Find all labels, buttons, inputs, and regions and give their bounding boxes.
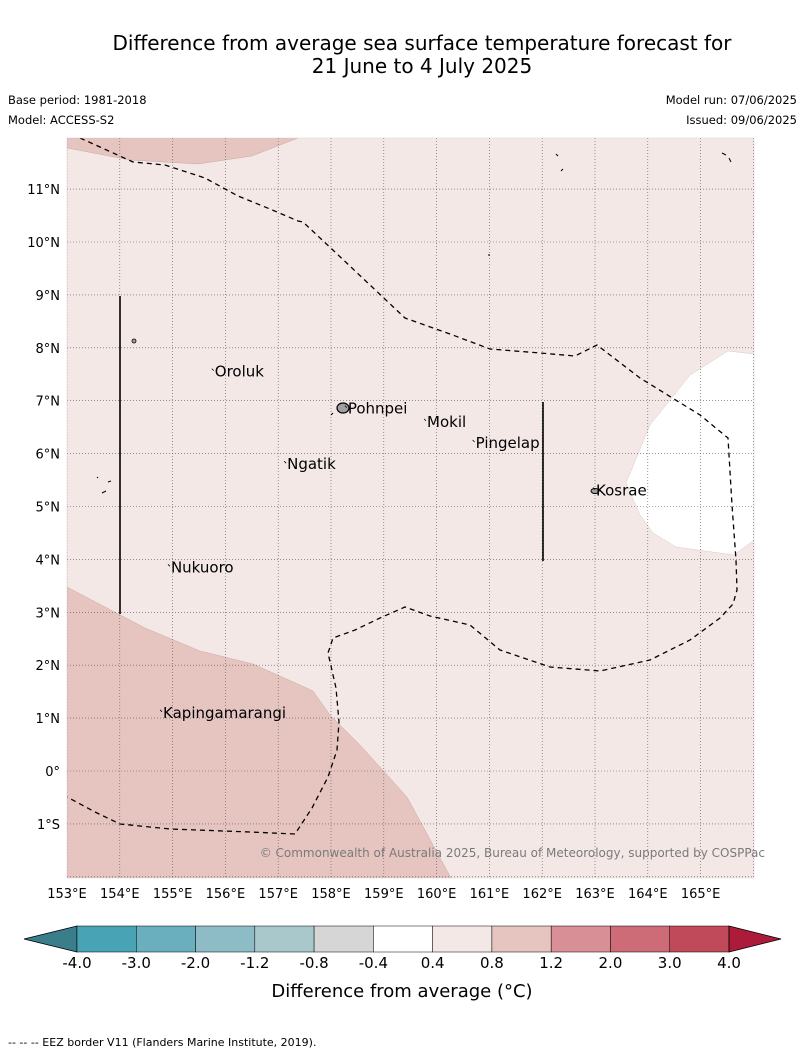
- longitude-labels: 153°E 154°E 155°E 156°E 157°E 158°E 159°E 160°E…: [47, 887, 720, 902]
- colorbar-tick-label: 3.0: [658, 954, 682, 972]
- latitude-label: 2°N: [36, 659, 61, 674]
- place-marker: [159, 709, 163, 713]
- latitude-label: 0°: [45, 765, 60, 780]
- place-label: Nukuoro: [171, 558, 234, 576]
- place-marker: [423, 418, 427, 422]
- colorbar-tick-label: 4.0: [717, 954, 741, 972]
- latitude-label: 5°N: [36, 501, 61, 516]
- colorbar-swatch: [669, 925, 730, 953]
- anomaly-field-neutral: [625, 350, 754, 556]
- latitude-label: 10°N: [27, 236, 60, 251]
- colorbar-swatch: [76, 925, 137, 953]
- longitude-label: 157°E: [258, 887, 298, 902]
- place-label: Oroluk: [215, 363, 264, 381]
- colorbar-swatch: [313, 925, 374, 953]
- colorbar-swatch: [550, 925, 611, 953]
- place-marker: [167, 564, 171, 567]
- place-label: Kapingamarangi: [163, 704, 286, 722]
- colorbar-tick-label: 0.8: [480, 954, 504, 972]
- colorbar-tick-label: -1.2: [240, 954, 269, 972]
- colorbar-swatch: [195, 925, 256, 953]
- longitude-label: 158°E: [311, 887, 351, 902]
- colorbar-swatch: [254, 925, 315, 953]
- place-marker: [472, 439, 475, 443]
- latitude-label: 7°N: [36, 395, 61, 410]
- colorbar-swatch: [432, 925, 493, 953]
- pohnpei-island: [336, 402, 350, 414]
- anomaly-field-0.8-1.2-south: [67, 586, 452, 878]
- anomaly-field-0.8-1.2-north: [67, 138, 299, 165]
- place-marker: [211, 368, 215, 371]
- title-line-1: Difference from average sea surface temp…: [112, 31, 732, 55]
- map-frame: [66, 137, 755, 879]
- colorbar-tick-label: 1.2: [539, 954, 563, 972]
- colorbar: [23, 925, 782, 953]
- chart-title: Difference from average sea surface temp…: [20, 32, 804, 78]
- longitude-label: 159°E: [364, 887, 404, 902]
- colorbar-overflow-arrow: [728, 925, 782, 953]
- title-line-2: 21 June to 4 July 2025: [311, 54, 533, 78]
- longitude-label: 154°E: [100, 887, 140, 902]
- latitude-label: 4°N: [36, 553, 61, 568]
- latitude-label: 3°N: [36, 606, 61, 621]
- longitude-label: 161°E: [470, 887, 510, 902]
- longitude-label: 162°E: [522, 887, 562, 902]
- place-label: Mokil: [427, 413, 466, 431]
- longitude-label: 153°E: [47, 887, 87, 902]
- latitude-label: 1°S: [37, 818, 60, 833]
- graticule: [67, 138, 754, 878]
- colorbar-tick-label: -3.0: [122, 954, 151, 972]
- longitude-label: 163°E: [575, 887, 615, 902]
- colorbar-swatch: [136, 925, 196, 953]
- place-label: Kosrae: [596, 482, 647, 500]
- colorbar-tick-label: -0.4: [359, 954, 388, 972]
- colorbar-underflow-arrow: [23, 925, 78, 953]
- latitude-label: 1°N: [36, 712, 61, 727]
- base-period: Base period: 1981-2018: [8, 93, 147, 107]
- latitude-labels: 11°N 10°N 9°N 8°N 7°N 6°N 5°N 4°N 3°N 2°N 1°N 0° 1°S: [27, 183, 60, 833]
- model-run: Model run: 07/06/2025: [665, 93, 797, 107]
- latitude-label: 6°N: [36, 448, 61, 463]
- colorbar-swatch: [491, 925, 552, 953]
- issued-date: Issued: 09/06/2025: [686, 113, 797, 127]
- longitude-label: 156°E: [206, 887, 246, 902]
- latitude-label: 11°N: [27, 183, 60, 198]
- colorbar-label: Difference from average (°C): [271, 981, 532, 1002]
- colorbar-tick-label: -4.0: [62, 954, 91, 972]
- eez-border: [67, 138, 738, 835]
- colorbar-tick-label: -2.0: [181, 954, 210, 972]
- place-label: Ngatik: [287, 455, 336, 473]
- longitude-label: 164°E: [628, 887, 668, 902]
- colorbar-tick-label: 2.0: [599, 954, 623, 972]
- colorbar-tick-labels: -4.0 -3.0 -2.0 -1.2 -0.8 -0.4 0.4 0.8 1.2 2.0 3.0 4…: [62, 954, 741, 972]
- colorbar-swatch: [610, 925, 670, 953]
- map-area: [67, 138, 754, 878]
- colorbar-tick-label: -0.8: [299, 954, 328, 972]
- small-islets: [96, 152, 732, 494]
- place-label: Pohnpei: [348, 400, 408, 418]
- footer-note: -- -- -- EEZ border V11 (Flanders Marine…: [8, 1036, 317, 1049]
- copyright-notice: © Commonwealth of Australia 2025, Bureau…: [260, 846, 765, 860]
- latitude-label: 8°N: [36, 342, 61, 357]
- model-name: Model: ACCESS-S2: [8, 113, 115, 127]
- colorbar-tick-label: 0.4: [421, 954, 445, 972]
- place-label: Pingelap: [476, 434, 540, 452]
- colorbar-swatch: [373, 925, 433, 953]
- place-labels: Oroluk Pohnpei Mokil Pingelap Ngatik Kosrae Nu…: [159, 363, 647, 722]
- latitude-label: 9°N: [36, 289, 61, 304]
- longitude-label: 160°E: [417, 887, 457, 902]
- longitude-label: 165°E: [681, 887, 721, 902]
- place-marker: [283, 460, 287, 464]
- longitude-label: 155°E: [153, 887, 193, 902]
- place-marker: [592, 487, 596, 490]
- place-marker: [344, 405, 348, 408]
- islet-marker: [131, 338, 137, 344]
- kosrae-island: [590, 488, 600, 494]
